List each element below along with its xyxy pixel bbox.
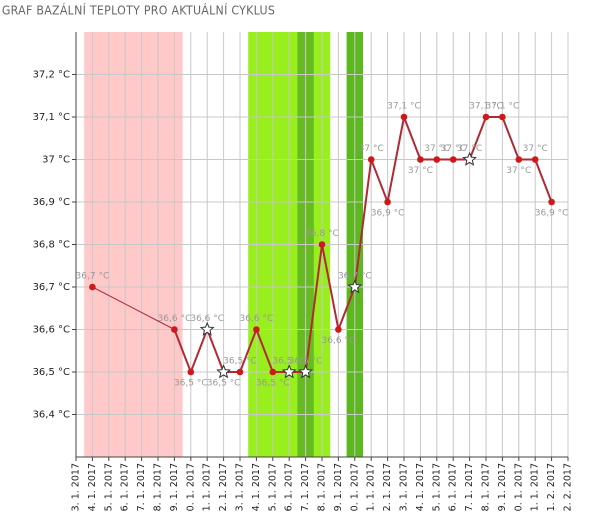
- y-tick-label: 37 °C: [42, 155, 70, 166]
- x-tick-label: 23. 1. 2017: [399, 463, 410, 512]
- x-tick-label: 12. 1. 2017: [218, 463, 229, 512]
- x-tick-label: 6. 1. 2017: [120, 463, 131, 511]
- x-tick-label: 19. 1. 2017: [333, 463, 344, 512]
- point: [449, 156, 457, 163]
- data-label: 36,5 °C: [289, 357, 323, 367]
- point: [433, 156, 441, 163]
- x-tick-label: 22. 1. 2017: [382, 463, 393, 512]
- data-label: 36,6 °C: [158, 314, 192, 324]
- x-tick-label: 14. 1. 2017: [251, 463, 262, 512]
- x-tick-label: 15. 1. 2017: [267, 463, 278, 512]
- data-label: 36,9 °C: [371, 209, 405, 219]
- point: [335, 326, 342, 333]
- x-tick-label: 5. 1. 2017: [103, 463, 114, 511]
- point: [499, 113, 506, 121]
- data-label: 37 °C: [408, 166, 433, 176]
- x-tick-label: 26. 1. 2017: [448, 463, 459, 512]
- x-tick-label: 31. 1. 2017: [530, 463, 541, 512]
- point: [482, 113, 490, 121]
- data-label: 37 °C: [506, 166, 531, 176]
- data-label: 37 °C: [457, 144, 482, 154]
- point: [400, 113, 408, 121]
- y-tick-label: 36,7 °C: [33, 282, 70, 293]
- y-tick-label: 36,9 °C: [33, 197, 70, 208]
- x-tick-label: 7. 1. 2017: [136, 463, 147, 511]
- star-marker: [298, 364, 314, 379]
- data-label: 36,5 °C: [272, 357, 306, 367]
- data-label: 37 °C: [359, 144, 384, 154]
- x-tick-label: 27. 1. 2017: [464, 463, 475, 512]
- y-tick-label: 36,5 °C: [33, 367, 70, 378]
- star-marker: [216, 364, 232, 379]
- x-tick-label: 30. 1. 2017: [513, 463, 524, 512]
- data-label: 36,7 °C: [338, 272, 372, 282]
- y-tick-label: 36,4 °C: [33, 410, 70, 421]
- x-tick-label: 1. 2. 2017: [546, 463, 557, 511]
- data-label: 36,5 °C: [223, 357, 257, 367]
- x-tick-label: 10. 1. 2017: [185, 463, 196, 512]
- point: [253, 326, 260, 333]
- point: [171, 326, 178, 333]
- x-tick-label: 28. 1. 2017: [481, 463, 492, 512]
- x-tick-label: 18. 1. 2017: [317, 463, 328, 512]
- star-marker: [462, 151, 478, 166]
- y-tick-label: 37,2 °C: [33, 70, 70, 81]
- data-label: 36,5 °C: [174, 379, 208, 389]
- point: [548, 198, 555, 206]
- x-tick-label: 2. 2. 2017: [563, 463, 574, 511]
- x-tick-label: 29. 1. 2017: [497, 463, 508, 512]
- data-label: 36,7 °C: [76, 272, 110, 282]
- y-tick-label: 36,6 °C: [33, 325, 70, 336]
- x-tick-label: 8. 1. 2017: [153, 463, 164, 511]
- point: [367, 156, 375, 163]
- star-marker: [347, 279, 363, 294]
- data-label: 36,5 °C: [207, 379, 241, 389]
- point: [531, 156, 539, 163]
- point: [187, 368, 195, 376]
- x-tick-label: 25. 1. 2017: [431, 463, 442, 512]
- x-tick-label: 21. 1. 2017: [366, 463, 377, 512]
- x-tick-label: 20. 1. 2017: [349, 463, 360, 512]
- x-tick-label: 4. 1. 2017: [87, 463, 98, 511]
- data-label: 36,6 °C: [190, 314, 224, 324]
- point: [89, 283, 96, 291]
- data-label: 36,9 °C: [535, 209, 569, 219]
- y-tick-label: 36,8 °C: [33, 240, 70, 251]
- data-label: 37,1 °C: [387, 102, 421, 112]
- data-label: 36,5 °C: [256, 379, 290, 389]
- x-tick-label: 9. 1. 2017: [169, 463, 180, 511]
- data-label: 37,1 °C: [469, 102, 503, 112]
- x-tick-label: 16. 1. 2017: [284, 463, 295, 512]
- x-tick-label: 13. 1. 2017: [235, 463, 246, 512]
- x-tick-label: 3. 1. 2017: [71, 463, 82, 511]
- point: [269, 368, 277, 376]
- point: [384, 198, 391, 206]
- data-label: 36,6 °C: [240, 314, 274, 324]
- data-label: 36,6 °C: [322, 336, 356, 346]
- chart-title: GRAF BAZÁLNÍ TEPLOTY PRO AKTUÁLNÍ CYKLUS: [2, 2, 275, 18]
- point: [417, 156, 424, 163]
- y-tick-label: 37,1 °C: [33, 112, 70, 123]
- data-label: 37,1 °C: [486, 102, 520, 112]
- star-marker: [199, 321, 215, 336]
- point: [236, 368, 244, 376]
- data-label: 37 °C: [441, 144, 466, 154]
- point: [515, 156, 523, 163]
- star-marker: [281, 364, 297, 379]
- data-label: 37 °C: [424, 144, 449, 154]
- gap-connector: [92, 286, 175, 330]
- point: [318, 241, 326, 248]
- x-tick-label: 24. 1. 2017: [415, 463, 426, 512]
- x-tick-label: 11. 1. 2017: [202, 463, 213, 512]
- x-tick-label: 17. 1. 2017: [300, 463, 311, 512]
- data-label: 36,8 °C: [305, 229, 339, 239]
- data-label: 37 °C: [523, 144, 548, 154]
